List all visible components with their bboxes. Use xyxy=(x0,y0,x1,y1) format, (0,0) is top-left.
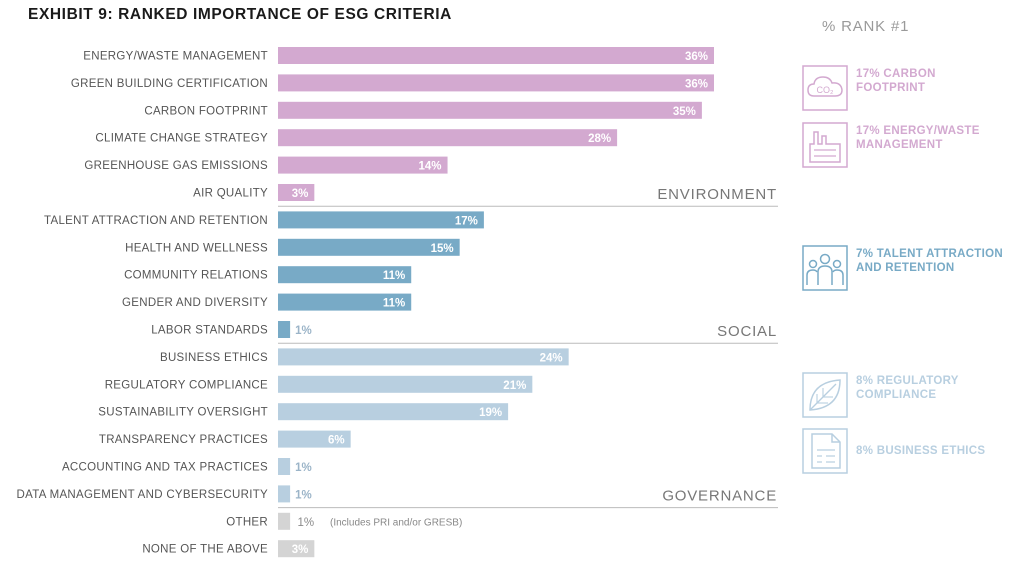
category-label-energy-waste-management: ENERGY/WASTE MANAGEMENT xyxy=(83,51,268,63)
category-label-other: OTHER xyxy=(226,516,268,528)
value-label-climate-change-strategy: 28% xyxy=(588,133,611,145)
bar-sustainability-oversight xyxy=(278,403,509,421)
value-label-greenhouse-gas-emissions: 14% xyxy=(419,161,442,173)
category-label-transparency-practices: TRANSPARENCY PRACTICES xyxy=(99,434,268,446)
svg-text:CO₂: CO₂ xyxy=(817,85,835,95)
factory-icon xyxy=(802,122,848,168)
category-label-air-quality: AIR QUALITY xyxy=(193,188,268,200)
category-label-health-and-wellness: HEALTH AND WELLNESS xyxy=(125,242,268,254)
category-label-carbon-footprint: CARBON FOOTPRINT xyxy=(144,105,268,117)
category-label-greenhouse-gas-emissions: GREENHOUSE GAS EMISSIONS xyxy=(84,160,268,172)
category-label-green-building-certification: GREEN BUILDING CERTIFICATION xyxy=(71,78,268,90)
value-label-data-management-and-cybersecurity: 1% xyxy=(295,489,312,501)
value-label-none-of-the-above: 3% xyxy=(292,544,309,556)
annotation-note: (Includes PRI and/or GRESB) xyxy=(330,517,462,528)
category-label-data-management-and-cybersecurity: DATA MANAGEMENT AND CYBERSECURITY xyxy=(17,489,268,501)
category-label-labor-standards: LABOR STANDARDS xyxy=(151,325,268,337)
group-label-governance: GOVERNANCE xyxy=(662,488,777,505)
category-label-accounting-and-tax-practices: ACCOUNTING AND TAX PRACTICES xyxy=(62,462,268,474)
rank-item-talent: 7% TALENT ATTRACTION AND RETENTION xyxy=(802,245,1012,291)
bar-regulatory-compliance xyxy=(278,375,533,393)
esg-bar-chart: ENERGY/WASTE MANAGEMENT 36% GREEN BUILDING… xyxy=(17,47,778,558)
bar-greenhouse-gas-emissions xyxy=(278,156,448,174)
value-label-other: 1% xyxy=(297,517,314,529)
rank-item-text: 8% BUSINESS ETHICS xyxy=(856,445,986,457)
category-label-regulatory-compliance: REGULATORY COMPLIANCE xyxy=(105,379,268,391)
bar-business-ethics xyxy=(278,348,569,366)
bar-other xyxy=(278,512,291,530)
value-label-talent-attraction-and-retention: 17% xyxy=(455,215,478,227)
value-label-community-relations: 11% xyxy=(383,270,405,282)
bar-climate-change-strategy xyxy=(278,129,618,147)
rank-item-text: 17% ENERGY/WASTE MANAGEMENT xyxy=(856,125,980,151)
bar-accounting-and-tax-practices xyxy=(278,458,291,475)
rank-item-text: 7% TALENT ATTRACTION AND RETENTION xyxy=(856,248,1003,274)
category-label-climate-change-strategy: CLIMATE CHANGE STRATEGY xyxy=(95,133,268,145)
chart-title: EXHIBIT 9: RANKED IMPORTANCE OF ESG CRIT… xyxy=(28,6,452,23)
bar-green-building-certification xyxy=(278,74,714,92)
category-label-gender-and-diversity: GENDER AND DIVERSITY xyxy=(122,297,268,309)
category-label-community-relations: COMMUNITY RELATIONS xyxy=(124,270,268,282)
value-label-accounting-and-tax-practices: 1% xyxy=(295,462,312,474)
bar-transparency-practices xyxy=(278,430,351,448)
group-label-social: SOCIAL xyxy=(717,323,777,340)
rank-panel-title: % RANK #1 xyxy=(822,18,910,35)
group-label-environment: ENVIRONMENT xyxy=(657,186,777,203)
rank-item-regulatory: 8% REGULATORY COMPLIANCE xyxy=(802,372,1012,418)
value-label-carbon-footprint: 35% xyxy=(673,106,696,118)
category-label-sustainability-oversight: SUSTAINABILITY OVERSIGHT xyxy=(98,407,268,419)
bar-air-quality xyxy=(278,184,315,201)
people-icon xyxy=(802,245,848,291)
bar-none-of-the-above xyxy=(278,540,315,558)
bar-energy-waste-management xyxy=(278,47,714,64)
rank-item-energy-waste: 17% ENERGY/WASTE MANAGEMENT xyxy=(802,122,1012,168)
value-label-gender-and-diversity: 11% xyxy=(383,298,405,310)
bar-labor-standards xyxy=(278,321,291,338)
value-label-labor-standards: 1% xyxy=(295,325,312,337)
value-label-regulatory-compliance: 21% xyxy=(503,380,526,392)
value-label-green-building-certification: 36% xyxy=(685,78,708,90)
value-label-business-ethics: 24% xyxy=(540,352,563,364)
bar-data-management-and-cybersecurity xyxy=(278,485,291,503)
co2-icon: CO₂ xyxy=(802,65,848,111)
bar-talent-attraction-and-retention xyxy=(278,211,484,229)
rank-item-business-ethics: 8% BUSINESS ETHICS xyxy=(802,428,1012,474)
value-label-transparency-practices: 6% xyxy=(328,435,345,447)
value-label-health-and-wellness: 15% xyxy=(431,243,454,255)
bar-gender-and-diversity xyxy=(278,293,412,311)
value-label-air-quality: 3% xyxy=(292,188,309,200)
document-icon xyxy=(802,428,848,474)
bar-carbon-footprint xyxy=(278,101,702,119)
bar-health-and-wellness xyxy=(278,238,460,256)
category-label-none-of-the-above: NONE OF THE ABOVE xyxy=(142,544,268,556)
rank-item-text: 17% CARBON FOOTPRINT xyxy=(856,68,936,94)
leaf-icon xyxy=(802,372,848,418)
value-label-sustainability-oversight: 19% xyxy=(479,407,502,419)
rank-item-carbon-footprint: CO₂ 17% CARBON FOOTPRINT xyxy=(802,65,1012,111)
bar-community-relations xyxy=(278,266,412,284)
rank-item-text: 8% REGULATORY COMPLIANCE xyxy=(856,375,959,401)
category-label-talent-attraction-and-retention: TALENT ATTRACTION AND RETENTION xyxy=(44,215,268,227)
value-label-energy-waste-management: 36% xyxy=(685,51,708,63)
category-label-business-ethics: BUSINESS ETHICS xyxy=(160,352,268,364)
